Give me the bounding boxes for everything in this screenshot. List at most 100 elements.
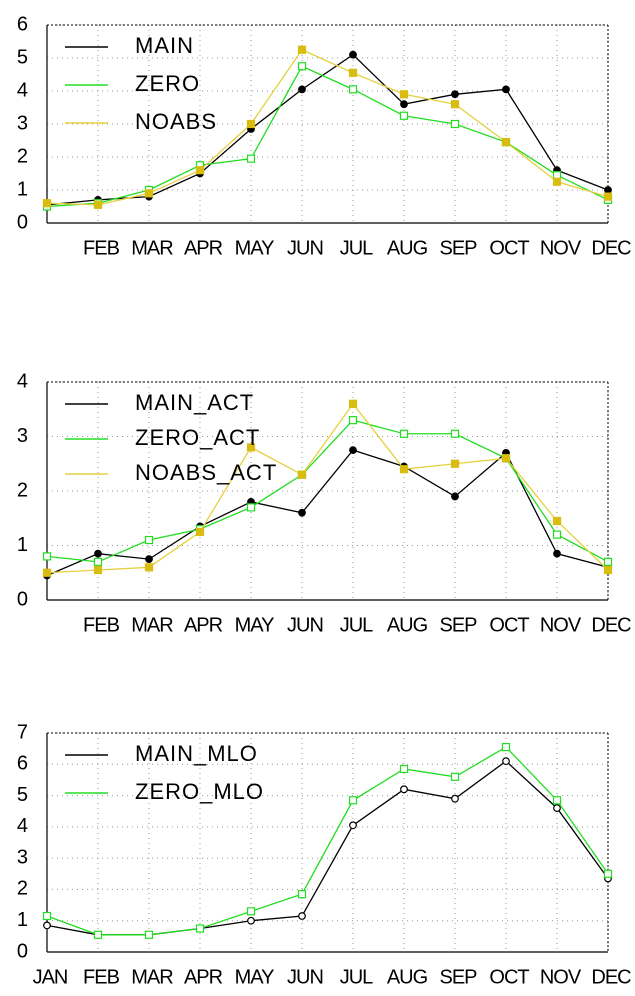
point-marker — [348, 85, 358, 94]
y-tick-label: 3 — [17, 425, 28, 447]
point-marker — [400, 100, 408, 109]
point-marker — [297, 62, 307, 71]
point-marker — [552, 171, 562, 180]
y-tick-label: 2 — [17, 479, 28, 501]
point-marker — [399, 111, 409, 120]
point-marker — [603, 557, 613, 566]
point-marker — [552, 530, 562, 539]
point-marker — [501, 138, 511, 147]
point-marker — [43, 921, 51, 930]
point-marker — [349, 821, 357, 830]
chart-panel: 0 1 2 3 4 5 6 7 JAN FEB MAR APR MAY JUN JUL AUG SEP OCT NO… — [17, 721, 632, 988]
x-tick-label: MAY — [235, 614, 275, 636]
point-marker — [349, 446, 357, 455]
legend-label: ZERO_MLO — [135, 779, 264, 804]
point-marker — [297, 890, 307, 899]
series-line — [46, 65, 609, 208]
x-tick-label: MAR — [131, 237, 173, 259]
legend-label: NOABS — [135, 109, 217, 134]
y-tick-label: 0 — [17, 940, 28, 962]
point-marker — [450, 100, 460, 109]
point-marker — [144, 930, 154, 939]
point-marker — [246, 907, 256, 916]
point-marker — [451, 492, 459, 501]
x-tick-label: JUN — [287, 614, 323, 636]
point-marker — [297, 45, 307, 54]
point-marker — [298, 85, 306, 94]
point-marker — [42, 199, 52, 208]
x-tick-label: OCT — [489, 237, 529, 259]
point-marker — [144, 189, 154, 198]
point-marker — [399, 90, 409, 99]
y-tick-label: 7 — [17, 721, 28, 743]
x-tick-label: OCT — [489, 966, 529, 988]
point-marker — [145, 555, 153, 564]
x-tick-label: SEP — [439, 614, 477, 636]
point-marker — [348, 796, 358, 805]
point-marker — [552, 796, 562, 805]
point-marker — [195, 527, 205, 536]
point-marker — [552, 177, 562, 186]
point-marker — [348, 68, 358, 77]
series-line — [46, 449, 609, 577]
y-tick-label: 6 — [17, 13, 28, 35]
x-tick-label: MAR — [131, 966, 173, 988]
point-marker — [603, 192, 613, 201]
chart-panel: 0 1 2 3 4 FEB MAR APR MAY JUN JUL AUG SEP OCT NOV DEC MA… — [17, 370, 632, 636]
x-tick-label: APR — [184, 237, 223, 259]
x-tick-label: AUG — [387, 966, 428, 988]
x-tick-label: DEC — [591, 614, 631, 636]
x-tick-label: FEB — [83, 966, 120, 988]
point-marker — [552, 516, 562, 526]
point-marker — [94, 549, 102, 558]
series-line — [46, 402, 609, 574]
point-marker — [450, 119, 460, 129]
x-tick-label: SEP — [439, 237, 477, 259]
x-tick-label: APR — [184, 966, 223, 988]
y-tick-label: 0 — [17, 211, 28, 233]
point-marker — [502, 757, 510, 766]
legend-label: NOABS_ACT — [135, 460, 277, 485]
x-tick-label: JUL — [340, 614, 373, 636]
x-tick-label: FEB — [83, 614, 120, 636]
point-marker — [247, 916, 255, 925]
chart-panel: 0 1 2 3 4 5 6 FEB MAR APR MAY JUN JUL AUG SEP OCT NOV DEC… — [17, 13, 632, 259]
point-marker — [501, 454, 511, 463]
point-marker — [246, 119, 256, 129]
point-marker — [42, 568, 52, 577]
point-marker — [195, 166, 205, 175]
x-tick-label: JUL — [340, 966, 373, 988]
point-marker — [246, 443, 256, 452]
legend-label: MAIN_MLO — [135, 741, 258, 766]
x-tick-label: MAR — [131, 614, 173, 636]
x-tick-label: DEC — [591, 966, 631, 988]
series-line — [46, 746, 609, 936]
series-line — [46, 419, 609, 563]
legend-label: MAIN — [135, 33, 194, 58]
y-tick-label: 1 — [17, 909, 28, 931]
x-tick-label: APR — [184, 614, 223, 636]
point-marker — [450, 459, 460, 468]
point-marker — [93, 930, 103, 939]
x-tick-label: JUN — [287, 237, 323, 259]
point-marker — [297, 470, 307, 479]
x-tick-label: SEP — [439, 966, 477, 988]
x-tick-label: NOV — [540, 614, 582, 636]
point-marker — [144, 535, 154, 545]
point-marker — [298, 912, 306, 920]
point-marker — [246, 154, 256, 163]
point-marker — [349, 50, 357, 59]
y-tick-label: 1 — [17, 534, 28, 556]
y-tick-label: 5 — [17, 46, 28, 68]
point-marker — [553, 549, 561, 558]
point-marker — [400, 785, 408, 794]
legend-label: ZERO — [135, 71, 200, 96]
y-tick-label: 1 — [17, 178, 28, 200]
point-marker — [93, 200, 103, 209]
x-tick-label: JAN — [33, 966, 68, 988]
x-tick-label: JUL — [340, 237, 373, 259]
point-marker — [42, 552, 52, 561]
y-tick-label: 5 — [17, 784, 28, 806]
y-tick-label: 4 — [17, 815, 28, 837]
x-tick-label: AUG — [387, 237, 428, 259]
